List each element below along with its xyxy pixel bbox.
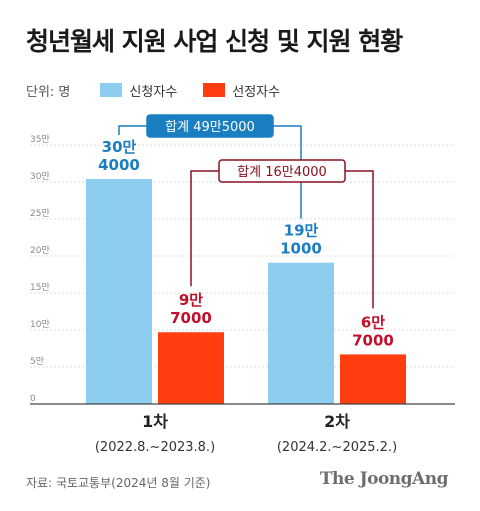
data-label: 1000 [280, 240, 322, 258]
y-tick-label: 15만 [30, 282, 50, 293]
x-tick-period: (2022.8.~2023.8.) [95, 440, 215, 455]
legend-item-selected: 선정자수 [203, 81, 280, 100]
legend-item-applicants: 신청자수 [100, 81, 177, 100]
x-tick-label: 1차 [142, 412, 168, 431]
legend: 단위: 명 신청자수 선정자수 [26, 80, 306, 100]
source-note: 자료: 국토교통부(2024년 8월 기준) [26, 476, 211, 490]
legend-swatch-selected [203, 83, 226, 97]
y-tick-label: 10만 [30, 319, 50, 330]
data-label: 4000 [98, 156, 140, 174]
bar-applicants-2 [268, 262, 334, 404]
y-tick-label: 25만 [30, 208, 50, 219]
total-label: 합계 49만5000 [165, 120, 255, 135]
data-label: 6만 [361, 313, 385, 331]
bar-applicants-1 [86, 179, 152, 404]
chart-title: 청년월세 지원 사업 신청 및 지원 현황 [26, 27, 403, 56]
data-label: 19만 [284, 222, 319, 240]
y-tick-label: 30만 [30, 171, 50, 182]
unit-label: 단위: 명 [26, 84, 71, 100]
brand-logo: The JoongAng [319, 469, 449, 489]
x-tick-period: (2024.2.~2025.2.) [277, 440, 397, 455]
total-box [146, 114, 274, 138]
legend-label-selected: 선정자수 [232, 84, 281, 100]
data-label: 9만 [179, 291, 203, 309]
data-label: 7000 [170, 309, 212, 327]
y-tick-label: 0 [30, 394, 36, 404]
x-tick-label: 2차 [324, 412, 350, 431]
total-label: 합계 16만4000 [237, 165, 327, 180]
data-label: 30만 [102, 138, 137, 156]
y-tick-label: 35만 [30, 134, 50, 145]
bar-selected-2 [340, 354, 406, 404]
total-box [218, 159, 346, 183]
legend-swatch-applicants [100, 83, 123, 97]
legend-label-applicants: 신청자수 [129, 84, 178, 100]
y-tick-label: 20만 [30, 245, 50, 256]
bar-selected-1 [158, 332, 224, 404]
y-tick-label: 5만 [30, 356, 44, 367]
data-label: 7000 [352, 331, 394, 349]
